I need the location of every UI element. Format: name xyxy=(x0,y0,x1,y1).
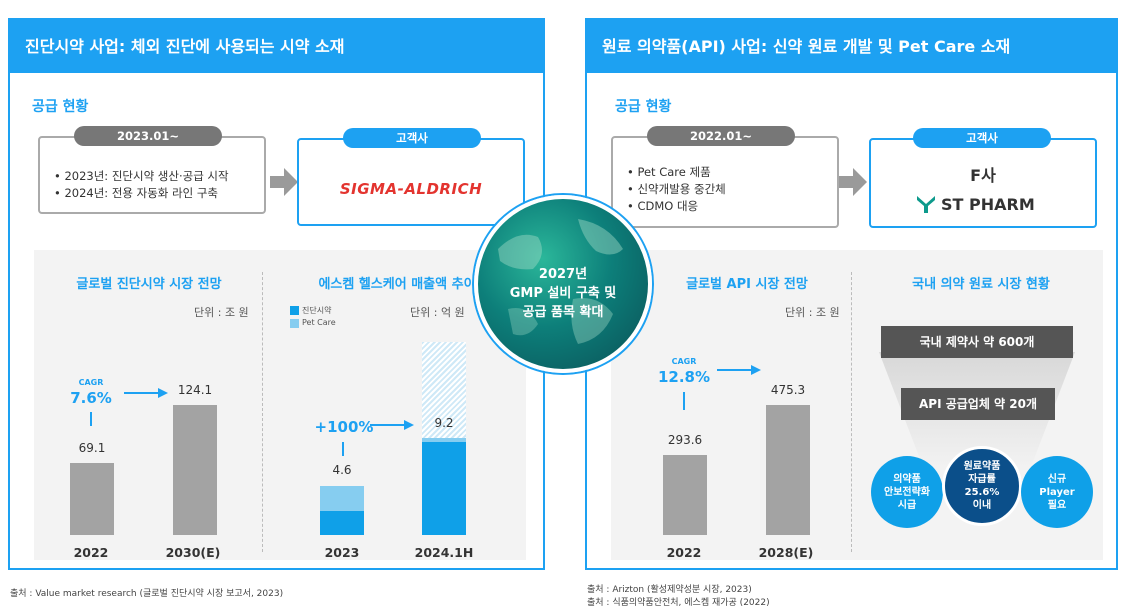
legend-swatch xyxy=(290,306,299,315)
cagr-label: CAGR xyxy=(78,378,104,387)
globe-graphic: 2027년 GMP 설비 구축 및 공급 품목 확대 xyxy=(474,195,652,373)
left-panel: 진단시약 사업: 체외 진단에 사용되는 시약 소재 공급 현황 2023년: … xyxy=(8,18,545,570)
chart-title: 글로벌 API 시장 전망 xyxy=(686,277,808,292)
sigma-aldrich-logo: SIGMA-ALDRICH xyxy=(339,180,483,198)
left-customer-label: 고객사 xyxy=(343,128,481,148)
left-supply-date: 2023.01~ xyxy=(74,126,222,146)
cagr-connector xyxy=(90,412,92,426)
x-tick-label: 2028(E) xyxy=(758,545,814,560)
x-tick-label: 2023 xyxy=(324,545,360,560)
left-supply-list: 2023년: 진단시약 생산·공급 시작 2024년: 전용 자동화 라인 구축 xyxy=(54,168,229,202)
cagr-connector xyxy=(683,392,685,410)
data-label: 124.1 xyxy=(177,383,213,397)
left-supply-box: 2023년: 진단시약 생산·공급 시작 2024년: 전용 자동화 라인 구축 xyxy=(38,136,266,214)
left-customer-box: SIGMA-ALDRICH xyxy=(297,138,525,226)
bar-2022 xyxy=(70,463,114,535)
x-tick-label: 2022 xyxy=(73,545,109,560)
legend-label: Pet Care xyxy=(302,318,336,327)
chart-unit: 단위 : 조 원 xyxy=(785,306,840,319)
circle-new-player: 신규 Player 필요 xyxy=(1021,456,1093,528)
right-arrow-icon xyxy=(270,168,298,196)
data-label: 69.1 xyxy=(78,441,106,455)
growth-value: +100% xyxy=(314,418,374,436)
legend-swatch xyxy=(290,319,299,328)
bar-2022 xyxy=(663,455,707,535)
bar-2028e xyxy=(766,405,810,535)
arrow-right-icon xyxy=(370,420,414,430)
left-footnote: 출처 : Value market research (글로벌 진단시약 시장 … xyxy=(10,589,284,599)
globe-line-1: 2027년 xyxy=(538,267,588,282)
chart-divider xyxy=(851,272,852,552)
bar-2024-diagnostic xyxy=(422,442,466,535)
right-footnote-2: 출처 : 식품의약품안전처, 에스켐 재가공 (2022) xyxy=(587,598,770,608)
left-supply-title: 공급 현황 xyxy=(32,99,89,115)
list-item: Pet Care 제품 xyxy=(627,164,726,181)
list-item: 신약개발용 중간체 xyxy=(627,181,725,198)
customer-f: F사 xyxy=(970,166,996,185)
chart-title: 국내 의약 원료 시장 현황 xyxy=(912,277,1050,292)
x-tick-label: 2030(E) xyxy=(165,545,221,560)
chart-divider xyxy=(262,272,263,552)
st-pharm-logo-icon xyxy=(915,194,937,214)
arrow-right-icon xyxy=(717,365,761,375)
globe-continents-icon xyxy=(498,219,623,344)
right-supply-list: Pet Care 제품 신약개발용 중간체 CDMO 대응 xyxy=(627,164,726,215)
right-customer-label: 고객사 xyxy=(913,128,1051,148)
chart-title: 에스켐 헬스케어 매출액 추이 xyxy=(318,277,476,292)
tier-api-suppliers: API 공급업체 약 20개 xyxy=(901,388,1055,420)
cagr-value: 7.6% xyxy=(70,389,112,407)
data-label: 9.2 xyxy=(434,416,454,430)
right-arrow-icon xyxy=(839,168,867,196)
data-label: 475.3 xyxy=(770,383,806,397)
list-item: 2023년: 진단시약 생산·공급 시작 xyxy=(54,168,228,185)
legend-label: 진단시약 xyxy=(302,306,332,315)
tier-domestic-pharma: 국내 제약사 약 600개 xyxy=(881,326,1073,358)
right-supply-title: 공급 현황 xyxy=(615,99,672,115)
right-panel: 원료 의약품(API) 사업: 신약 원료 개발 및 Pet Care 소재 공… xyxy=(585,18,1118,570)
list-item: CDMO 대응 xyxy=(627,198,726,215)
customer-st-pharm: ST PHARM xyxy=(941,195,1035,214)
data-label: 4.6 xyxy=(332,463,352,477)
left-panel-header: 진단시약 사업: 체외 진단에 사용되는 시약 소재 xyxy=(10,20,543,73)
chart-title: 글로벌 진단시약 시장 전망 xyxy=(76,277,222,292)
growth-connector xyxy=(342,442,344,456)
arrow-right-icon xyxy=(124,388,168,398)
circle-self-sufficiency: 원료약품 자급률 25.6% 이내 xyxy=(942,446,1022,526)
data-label: 293.6 xyxy=(667,433,703,447)
list-item: 2024년: 전용 자동화 라인 구축 xyxy=(54,185,229,202)
globe-text: 2027년 GMP 설비 구축 및 공급 품목 확대 xyxy=(478,265,648,322)
chart-unit: 단위 : 조 원 xyxy=(194,306,249,319)
right-customer-box: F사 ST PHARM xyxy=(869,138,1097,228)
chart-unit: 단위 : 억 원 xyxy=(410,306,465,319)
cagr-label: CAGR xyxy=(671,357,697,366)
circle-security-strategy: 의약품 안보전략화 시급 xyxy=(871,456,943,528)
x-tick-label: 2022 xyxy=(666,545,702,560)
right-supply-box: Pet Care 제품 신약개발용 중간체 CDMO 대응 xyxy=(611,136,839,228)
bar-2030e xyxy=(173,405,217,535)
globe-line-3: 공급 품목 확대 xyxy=(522,305,604,320)
x-tick-label: 2024.1H xyxy=(414,545,474,560)
cagr-value: 12.8% xyxy=(657,368,711,386)
bar-2023-petcare xyxy=(320,486,364,511)
bar-2024-petcare xyxy=(422,438,466,442)
right-footnote-1: 출처 : Arizton (활성제약성분 시장, 2023) xyxy=(587,585,752,595)
right-supply-date: 2022.01~ xyxy=(647,126,795,146)
right-panel-header: 원료 의약품(API) 사업: 신약 원료 개발 및 Pet Care 소재 xyxy=(587,20,1116,73)
bar-2023-diagnostic xyxy=(320,511,364,535)
globe-line-2: GMP 설비 구축 및 xyxy=(509,286,617,301)
bar-2024-projection xyxy=(422,342,466,438)
